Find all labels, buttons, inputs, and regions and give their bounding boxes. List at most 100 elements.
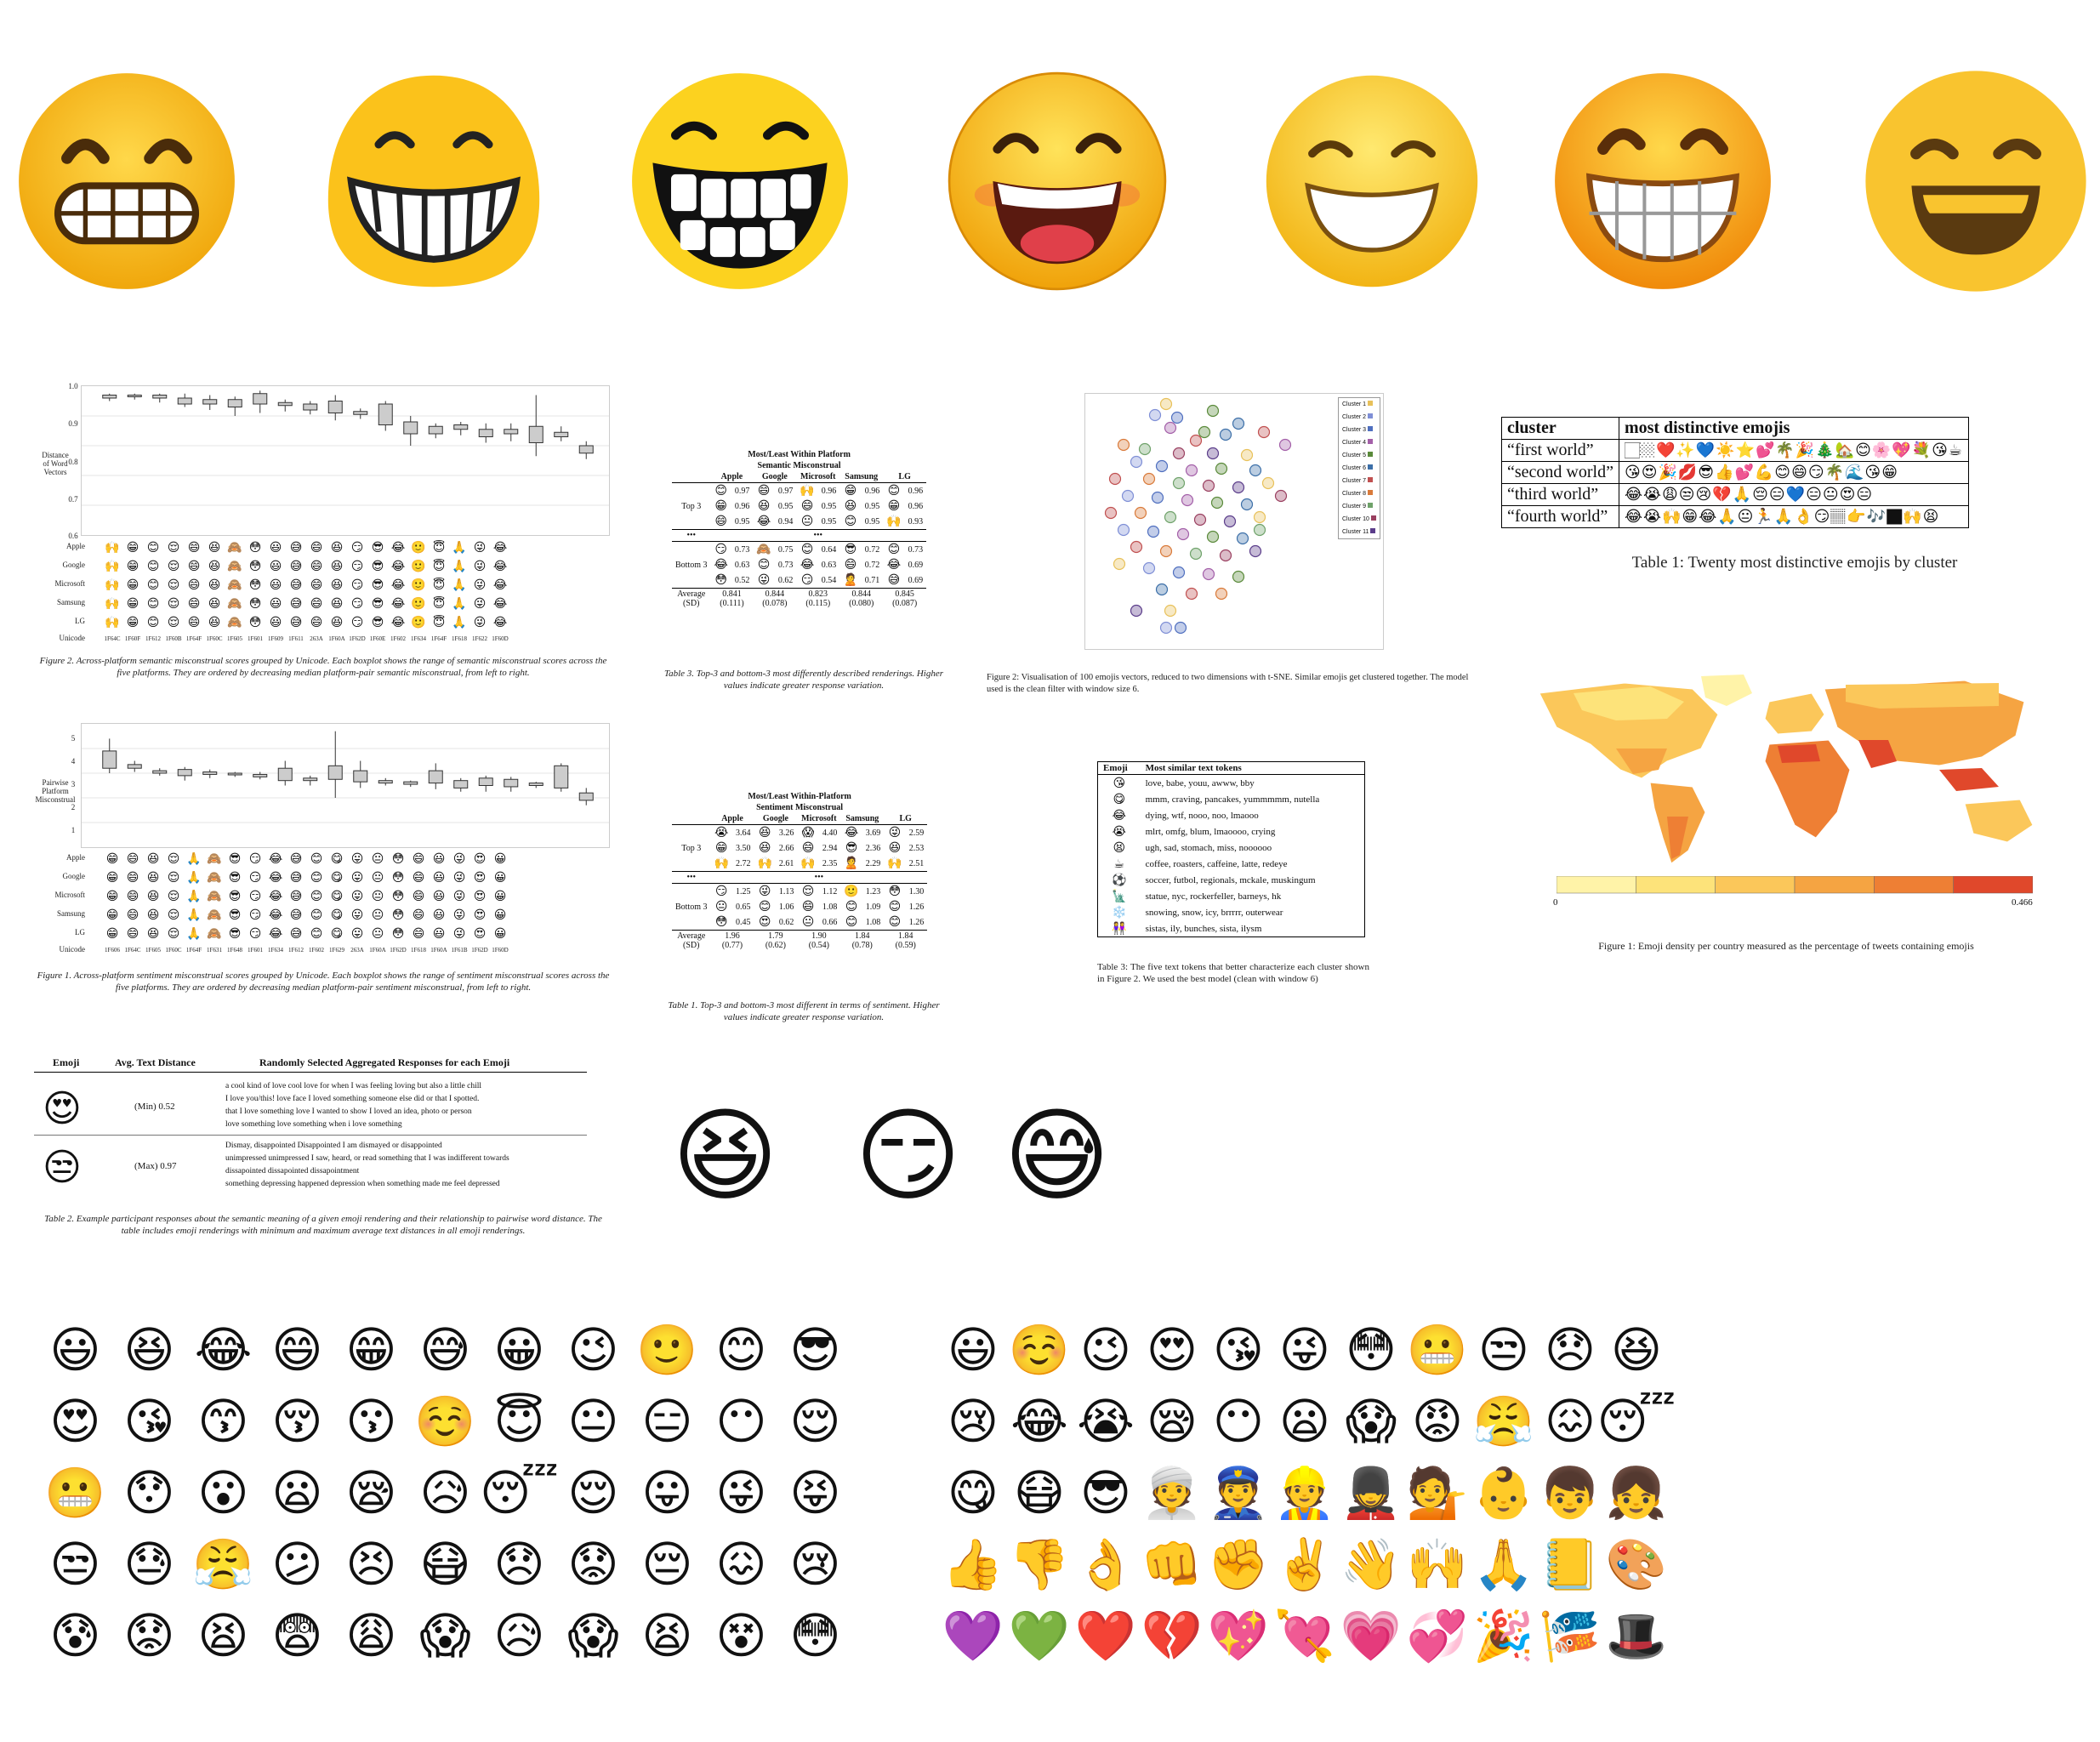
emoji-cell: 😂 xyxy=(756,515,771,528)
score-cell: 0.63 xyxy=(821,560,837,570)
emoji-cell: 😂 xyxy=(886,558,902,572)
legend-label: Cluster 9 xyxy=(1342,504,1367,510)
emoji-cell: 😐 xyxy=(567,1392,619,1450)
apple-grimacing-emoji xyxy=(12,66,242,296)
emoji-cell: 😆 xyxy=(123,1321,175,1379)
boxplot-box xyxy=(378,780,393,784)
row-tokens: coffee, roasters, caffeine, latte, redey… xyxy=(1145,858,1288,869)
unicode-code: 263A xyxy=(350,947,364,954)
platform-header: Apple xyxy=(710,471,754,483)
emoji-cell: 😁 xyxy=(714,841,728,855)
emoji-cell: 😄 xyxy=(801,900,815,914)
emoji-cell: 😁 xyxy=(126,616,139,629)
average-value: 0.823 xyxy=(808,589,828,599)
tsne-point xyxy=(1215,587,1228,601)
emoji-cell: 😐 xyxy=(371,908,384,922)
platform-header: Google xyxy=(754,813,798,825)
cluster-legend: Cluster 1 Cluster 2 Cluster 3 Cluster 4 … xyxy=(1338,397,1380,539)
legend-label: Cluster 3 xyxy=(1342,427,1367,433)
row-tokens: sistas, ily, bunches, sista, ilysm xyxy=(1145,923,1262,934)
emoji-cell: 😄 xyxy=(844,558,857,572)
emoji-cell: 🙈 xyxy=(207,890,222,903)
boxplot-box xyxy=(353,411,368,415)
boxplot-box xyxy=(202,399,218,405)
emoji-cell: 😖 xyxy=(1544,1392,1596,1450)
emoji-row-samsung: 😁 😄 😆 😌 🙏 🙈 😎 😏 😂 😅 😊 😋 😛 😐 😳 😄 😃 😜 😍 😀 xyxy=(102,908,510,923)
emoji-cell: 😊 xyxy=(310,890,323,903)
response-line: unimpressed unimpressed I saw, heard, or… xyxy=(225,1154,509,1163)
platform-header: Apple xyxy=(710,813,754,825)
emoji-cell: 😊 xyxy=(715,1321,767,1379)
average-sd: (0.115) xyxy=(805,599,831,608)
emoji-cell: 😳 xyxy=(248,597,262,611)
unicode-code: 1F64F xyxy=(430,635,447,642)
emoji-cell: 😂 xyxy=(1010,1392,1068,1450)
emoji-cell: 😂 xyxy=(492,578,508,592)
emoji-cell: 😷 xyxy=(1013,1464,1066,1522)
average-cell: 1.84 (0.78) xyxy=(840,930,885,951)
emoji-cell: 😳 xyxy=(391,908,405,922)
platform-table: Most/Least Within Platform Semantic Misco… xyxy=(672,449,927,609)
row-label: Samsung xyxy=(56,598,85,606)
emoji-cell: 🙏 xyxy=(452,597,467,611)
tsne-point xyxy=(1164,604,1177,618)
boxplot-box xyxy=(528,783,543,786)
emoji-cell: 😅 xyxy=(289,871,303,885)
emoji-cell: 😱 xyxy=(1345,1392,1397,1450)
emoji-cell: 😅 xyxy=(289,541,303,555)
emoji-cell: 😊 xyxy=(310,871,323,885)
emoji-cell: 😎 xyxy=(371,597,384,611)
boxplot-box xyxy=(327,765,343,780)
tsne-point xyxy=(1151,491,1164,504)
emoji-cell: ✌️ xyxy=(1273,1535,1336,1593)
emoji-cell: 😍 xyxy=(473,908,487,922)
emoji-cell: 🙈 xyxy=(207,871,222,885)
legend-swatch xyxy=(1367,503,1373,508)
emoji-cell: 😇 xyxy=(432,597,446,611)
emoji-cell: 😐 xyxy=(801,915,815,929)
legend-swatch xyxy=(1367,452,1373,457)
emoji-cell: 🙌 xyxy=(800,484,815,498)
tsne-point xyxy=(1148,408,1162,422)
emoji-cell: 😐 xyxy=(371,852,384,866)
emoji-cell: 💗 xyxy=(1340,1607,1403,1665)
emoji-cell: 😐 xyxy=(800,515,814,528)
unicode-code: 1F622 xyxy=(472,635,487,642)
score-cell: 0.96 xyxy=(864,486,880,496)
emoji-cell: 😄 xyxy=(800,499,814,513)
emoji-cell: 😋 xyxy=(330,852,344,866)
emoji-cell: 😳 xyxy=(391,871,405,885)
emoji-cell: 😎 xyxy=(844,543,857,556)
emoji-cell: 🙏 xyxy=(186,852,202,866)
emoji-cell: 😫 xyxy=(197,1607,249,1665)
tsne-point xyxy=(1159,544,1173,558)
average-cell: 1.90 (0.54) xyxy=(797,930,841,951)
unicode-code: 1F634 xyxy=(268,947,283,954)
emoji-cell: 😰 xyxy=(49,1607,101,1665)
emoji-cell: 🙏 xyxy=(1472,1535,1535,1593)
group-label: Top 3 xyxy=(681,501,702,511)
emoji-cell: 🙂 xyxy=(411,578,426,592)
emoji-cell: ☺️ xyxy=(1008,1321,1071,1379)
emoji-cell: 💔 xyxy=(1141,1607,1204,1665)
score-cell: 2.36 xyxy=(865,843,881,853)
tsne-point xyxy=(1206,404,1220,418)
y-tick: 2 xyxy=(71,803,76,811)
emoji-cell: 😜 xyxy=(758,885,771,898)
emoji-cell: 😤 xyxy=(192,1535,254,1593)
emoji-cell: 🙏 xyxy=(452,560,467,573)
htc-grin-emoji xyxy=(1548,66,1778,296)
tsne-point xyxy=(1189,547,1203,561)
row-label: Unicode xyxy=(59,945,86,954)
legend-swatch xyxy=(1370,515,1376,521)
emoji-cell: 😂 xyxy=(492,616,508,629)
score-cell: 2.61 xyxy=(778,858,794,868)
emoji-cell: 😪 xyxy=(1146,1392,1198,1450)
emoji-cell: 😏 xyxy=(714,885,728,898)
emoji-cell: 😳 xyxy=(391,852,405,866)
row-tokens: mlrt, omfg, blum, lmaoooo, crying xyxy=(1145,826,1276,837)
tsne-point xyxy=(1130,540,1143,554)
emoji-cell: 😶 xyxy=(715,1392,767,1450)
emoji-cell: 🙏 xyxy=(452,541,467,555)
emoji-cell: 😌 xyxy=(167,908,180,922)
